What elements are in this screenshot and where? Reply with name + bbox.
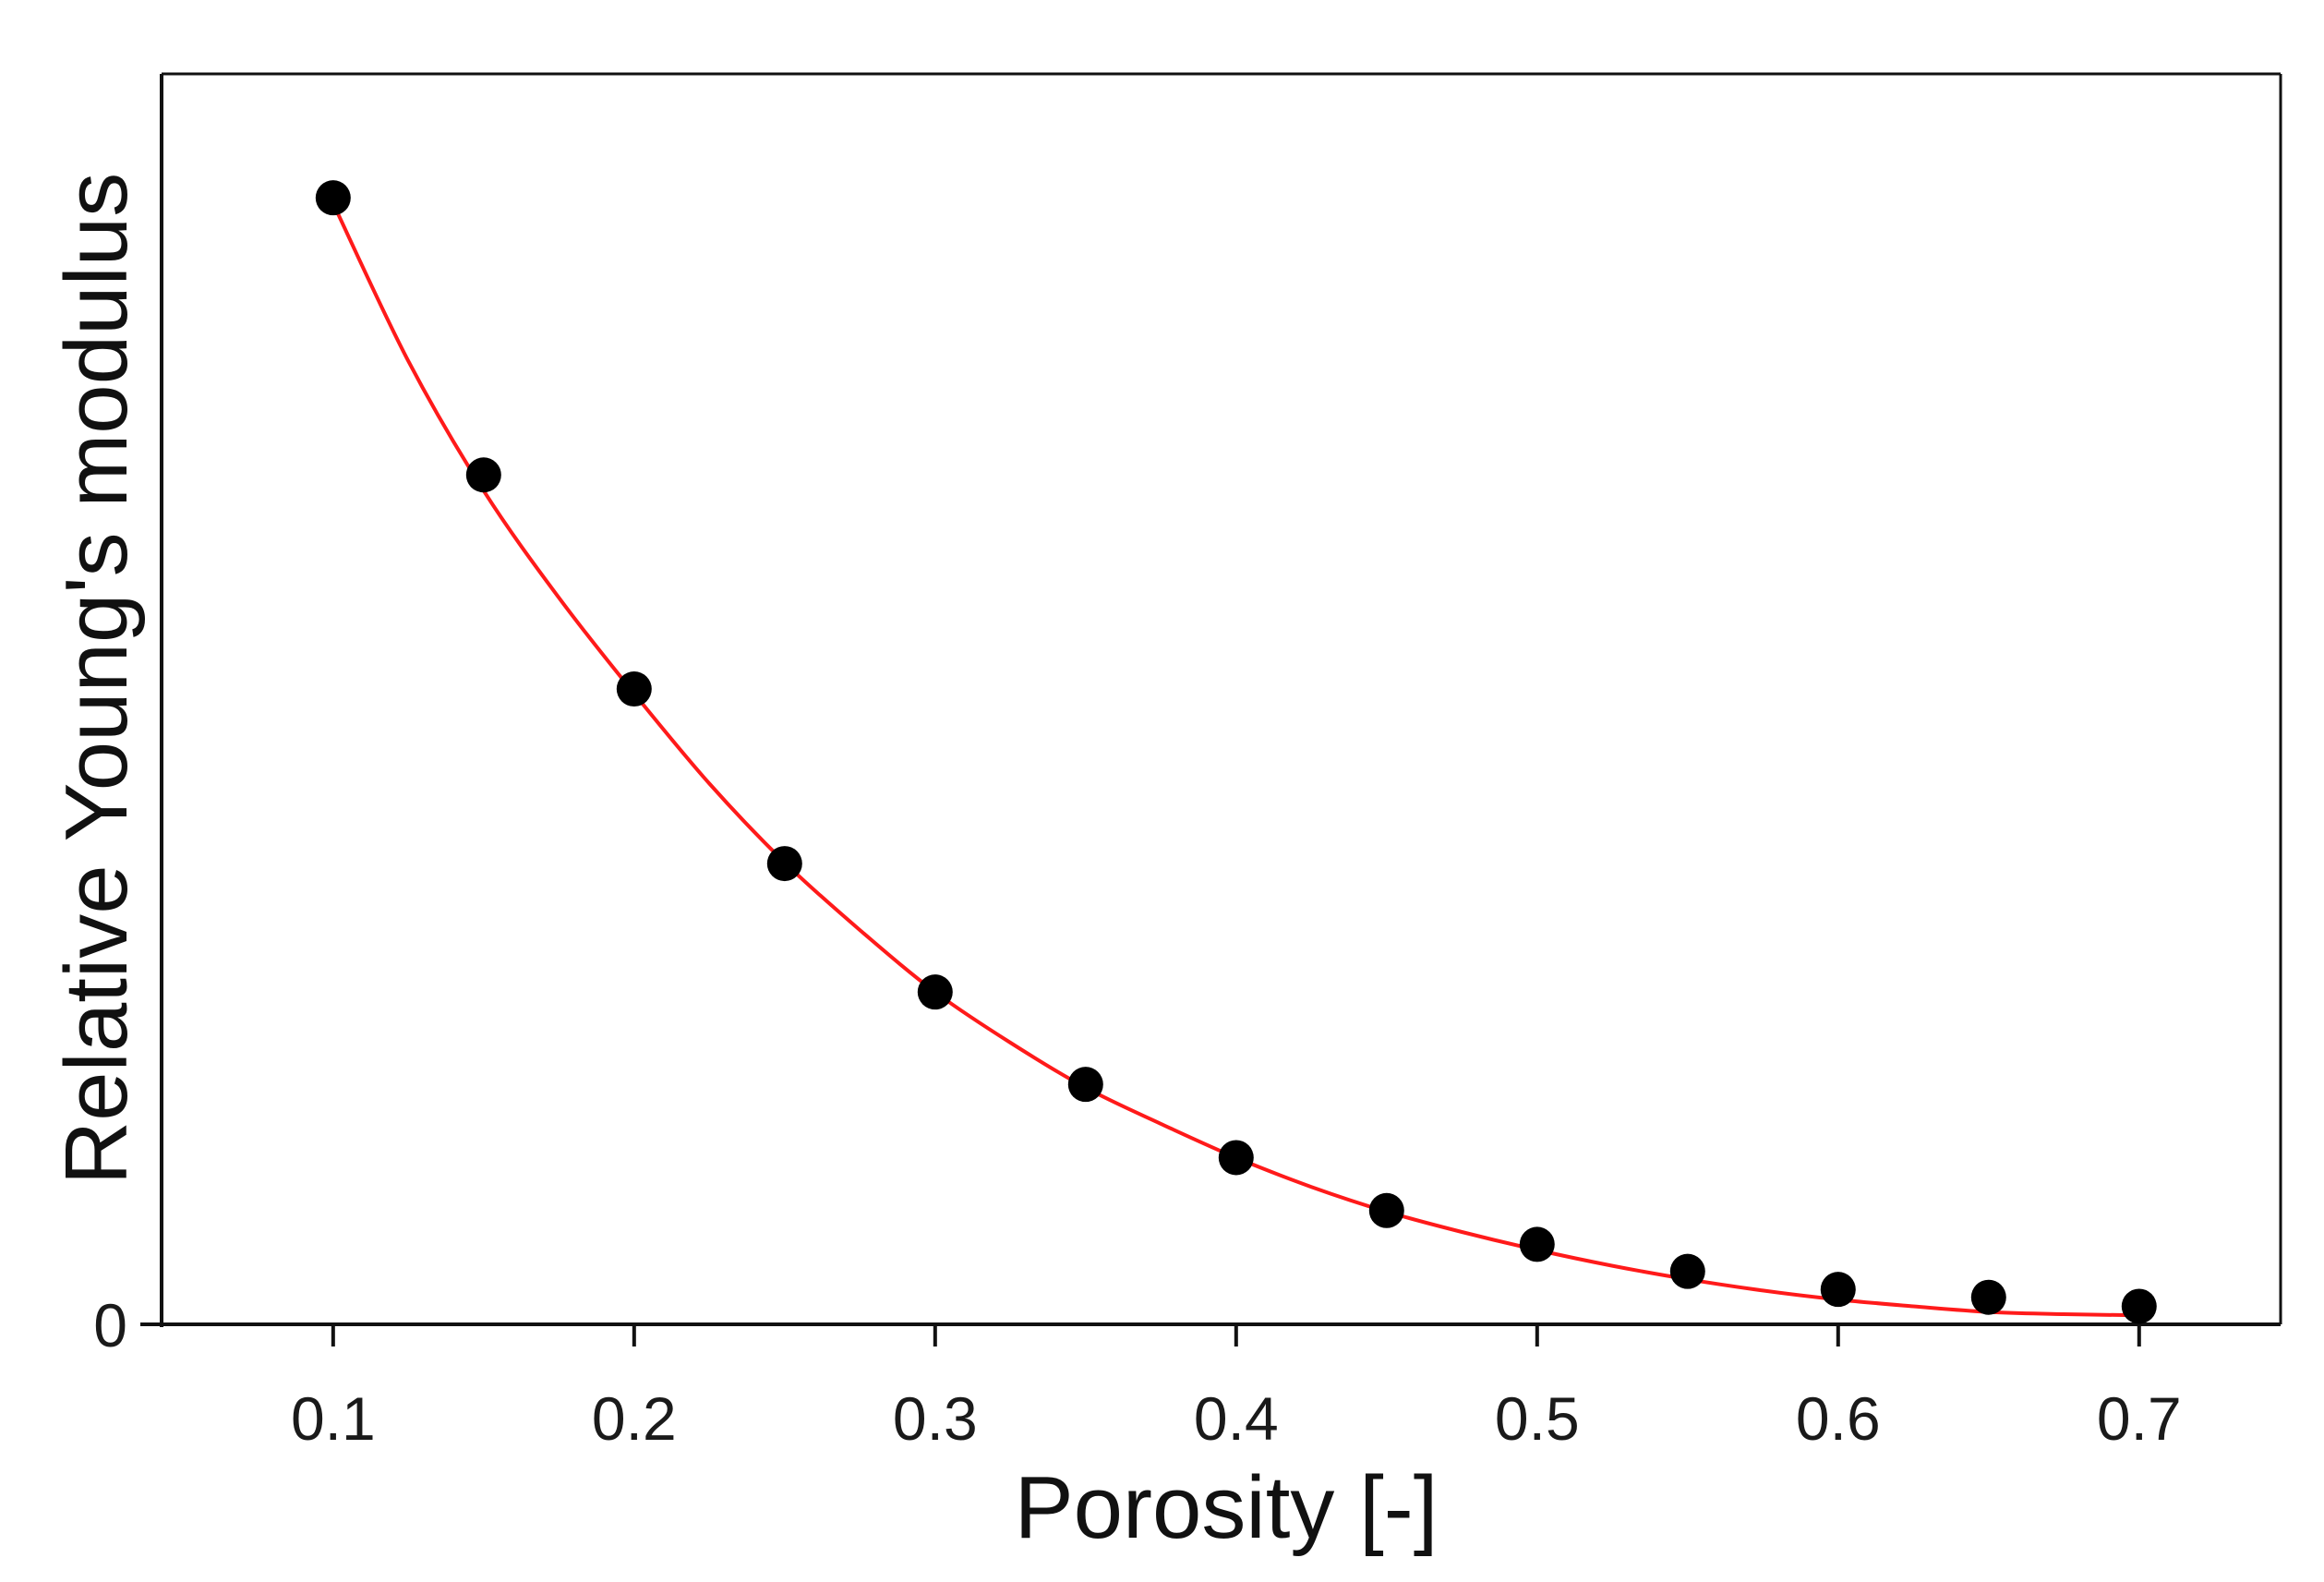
plot-frame: [140, 72, 2282, 1327]
data-point: [1368, 1192, 1404, 1228]
x-tick-label: 0.4: [1194, 1384, 1279, 1453]
y-axis-ticks: 0: [93, 1291, 127, 1359]
data-point: [1218, 1140, 1254, 1176]
x-tick-label: 0.2: [592, 1384, 677, 1453]
x-axis-ticks: 0.1 0.2 0.3 0.4 0.5 0.6 0.7: [291, 1324, 2182, 1453]
data-point: [315, 180, 351, 216]
x-tick-label: 0.1: [291, 1384, 376, 1453]
data-point: [1067, 1067, 1103, 1103]
data-point: [1519, 1226, 1555, 1262]
data-points-layer: [315, 180, 2157, 1324]
data-point: [766, 846, 802, 882]
x-tick-label: 0.5: [1495, 1384, 1580, 1453]
data-point: [1820, 1272, 1856, 1308]
y-tick-label: 0: [93, 1291, 127, 1359]
x-tick-label: 0.3: [893, 1384, 978, 1453]
data-point: [917, 974, 953, 1010]
x-tick-label: 0.7: [2097, 1384, 2182, 1453]
data-point: [616, 671, 652, 707]
data-point: [1970, 1279, 2006, 1315]
data-point: [2121, 1288, 2157, 1324]
data-point: [1669, 1253, 1705, 1289]
y-axis-label: Relative Young's modulus: [47, 173, 146, 1185]
data-point: [465, 457, 501, 493]
x-axis-label: Porosity [-]: [1015, 1458, 1439, 1557]
x-tick-label: 0.6: [1796, 1384, 1881, 1453]
